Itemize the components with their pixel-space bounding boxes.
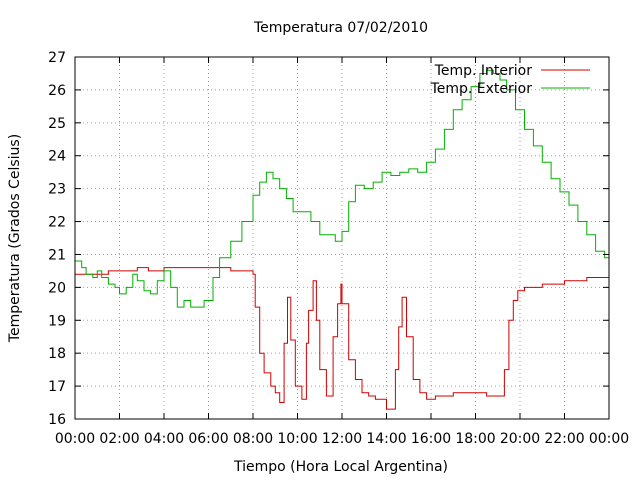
- legend-label: Temp. Interior: [434, 63, 533, 79]
- x-tick-label: 08:00: [233, 431, 273, 447]
- legend: Temp. Interior Temp. Exterior: [430, 63, 590, 97]
- chart-title: Temperatura 07/02/2010: [253, 20, 428, 36]
- x-tick-label: 12:00: [322, 431, 362, 447]
- grid-lines: [75, 57, 609, 419]
- x-tick-label: 00:00: [589, 431, 629, 447]
- series-line-exterior: [75, 69, 610, 308]
- y-tick-label: 20: [48, 280, 66, 296]
- x-tick-labels: 00:00 02:00 04:00 06:00 08:00 10:00 12:00 14:00…: [55, 431, 629, 447]
- y-tick-label: 22: [48, 215, 66, 231]
- x-tick-label: 04:00: [144, 431, 184, 447]
- y-tick-label: 24: [48, 149, 66, 165]
- x-tick-label: 16:00: [411, 431, 451, 447]
- x-tick-label: 06:00: [188, 431, 228, 447]
- axis-ticks: [74, 56, 610, 420]
- y-tick-label: 27: [48, 50, 66, 66]
- y-tick-labels: 16 17 18 19 20 21 22 23 24 25 26 27: [48, 50, 66, 428]
- series-line-interior: [75, 267, 610, 410]
- x-tick-label: 18:00: [455, 431, 495, 447]
- x-tick-label: 00:00: [55, 431, 95, 447]
- y-tick-label: 21: [48, 247, 66, 263]
- x-tick-label: 22:00: [544, 431, 584, 447]
- series-lines: [75, 69, 610, 410]
- x-tick-label: 20:00: [500, 431, 540, 447]
- x-tick-label: 14:00: [366, 431, 406, 447]
- x-axis-label: Tiempo (Hora Local Argentina): [233, 459, 448, 475]
- x-tick-label: 02:00: [99, 431, 139, 447]
- y-axis-label: Temperatura (Grados Celsius): [7, 134, 23, 343]
- y-tick-label: 19: [48, 313, 66, 329]
- y-tick-label: 16: [48, 412, 66, 428]
- y-tick-label: 17: [48, 379, 66, 395]
- y-tick-label: 18: [48, 346, 66, 362]
- y-tick-label: 23: [48, 182, 66, 198]
- y-tick-label: 25: [48, 116, 66, 132]
- y-tick-label: 26: [48, 83, 66, 99]
- x-tick-label: 10:00: [277, 431, 317, 447]
- legend-label: Temp. Exterior: [430, 81, 533, 97]
